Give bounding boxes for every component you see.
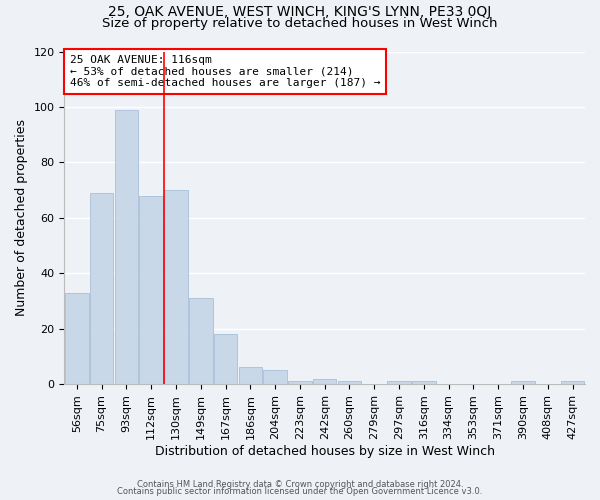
X-axis label: Distribution of detached houses by size in West Winch: Distribution of detached houses by size … [155,444,495,458]
Text: 25, OAK AVENUE, WEST WINCH, KING'S LYNN, PE33 0QJ: 25, OAK AVENUE, WEST WINCH, KING'S LYNN,… [109,5,491,19]
Text: 25 OAK AVENUE: 116sqm
← 53% of detached houses are smaller (214)
46% of semi-det: 25 OAK AVENUE: 116sqm ← 53% of detached … [70,55,380,88]
Bar [214,334,238,384]
Bar [115,110,138,384]
Y-axis label: Number of detached properties: Number of detached properties [15,120,28,316]
Text: Contains HM Land Registry data © Crown copyright and database right 2024.: Contains HM Land Registry data © Crown c… [137,480,463,489]
Bar [164,190,188,384]
Bar [65,292,89,384]
Bar [511,382,535,384]
Bar [189,298,212,384]
Bar [561,382,584,384]
Bar [412,382,436,384]
Text: Contains public sector information licensed under the Open Government Licence v3: Contains public sector information licen… [118,487,482,496]
Text: Size of property relative to detached houses in West Winch: Size of property relative to detached ho… [102,18,498,30]
Bar [387,382,411,384]
Bar [263,370,287,384]
Bar [239,368,262,384]
Bar [288,382,311,384]
Bar [90,193,113,384]
Bar [139,196,163,384]
Bar [313,378,337,384]
Bar [338,382,361,384]
